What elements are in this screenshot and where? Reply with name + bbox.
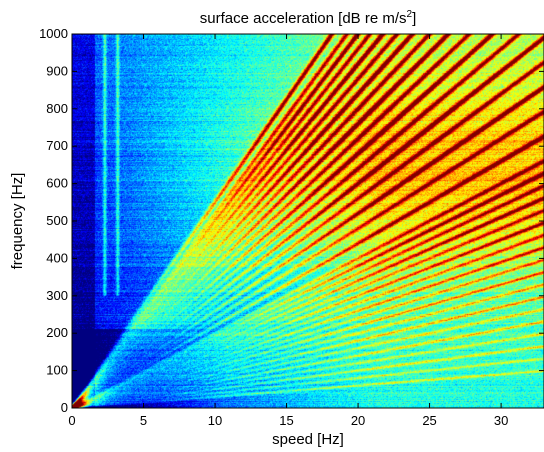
x-tick-label: 25 xyxy=(422,413,436,428)
y-tick-label: 800 xyxy=(46,101,68,116)
y-tick-label: 200 xyxy=(46,325,68,340)
x-axis-label: speed [Hz] xyxy=(272,431,344,448)
y-tick-label: 600 xyxy=(46,176,68,191)
y-tick-label: 900 xyxy=(46,63,68,78)
y-tick-label: 400 xyxy=(46,250,68,265)
y-axis-label: frequency [Hz] xyxy=(9,173,26,270)
spectrogram-heatmap xyxy=(72,34,544,408)
title-suffix: ] xyxy=(412,10,416,27)
x-tick-label: 10 xyxy=(208,413,222,428)
x-tick-label: 15 xyxy=(279,413,293,428)
y-tick-label: 1000 xyxy=(39,26,68,41)
x-tick-label: 0 xyxy=(68,413,75,428)
x-tick-label: 5 xyxy=(140,413,147,428)
y-tick-label: 500 xyxy=(46,213,68,228)
x-axis-ticks: 0 5 10 15 20 25 30 xyxy=(68,34,508,428)
chart-title: surface acceleration [dB re m/s2] xyxy=(200,9,417,27)
x-tick-label: 30 xyxy=(494,413,508,428)
title-superscript: 2 xyxy=(407,9,413,20)
y-tick-label: 100 xyxy=(46,363,68,378)
x-tick-label: 20 xyxy=(351,413,365,428)
y-tick-label: 700 xyxy=(46,138,68,153)
y-axis-ticks: 0 100 200 300 400 500 600 700 800 900 1000 xyxy=(39,26,544,415)
y-tick-label: 300 xyxy=(46,288,68,303)
plot-frame xyxy=(71,33,544,409)
y-tick-label: 0 xyxy=(61,400,68,415)
